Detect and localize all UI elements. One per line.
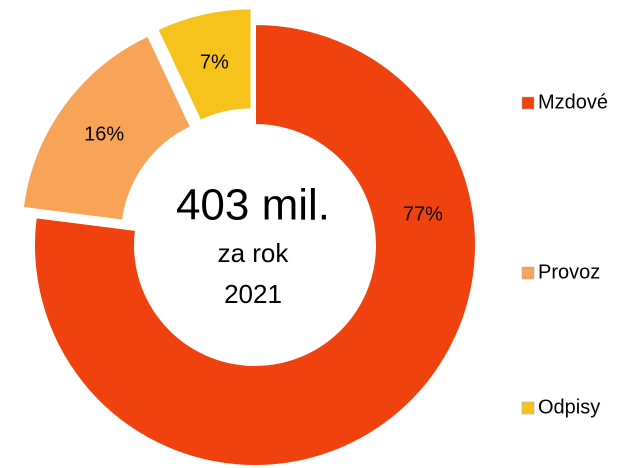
slice-label: 77% bbox=[403, 204, 443, 226]
legend-label: Provoz bbox=[538, 261, 600, 283]
legend-label: Odpisy bbox=[538, 396, 600, 418]
center-total: 403 mil. bbox=[176, 181, 330, 230]
slice-label: 7% bbox=[200, 51, 229, 73]
legend-swatch bbox=[521, 401, 535, 415]
slice-label: 16% bbox=[84, 124, 124, 146]
donut-slice bbox=[21, 34, 193, 222]
legend-swatch bbox=[521, 96, 535, 110]
legend-label: Mzdové bbox=[538, 91, 608, 113]
donut-slice bbox=[156, 7, 253, 123]
center-caption: za rok bbox=[218, 238, 290, 268]
legend-swatch bbox=[521, 266, 535, 280]
donut-slice bbox=[33, 22, 477, 467]
center-year: 2021 bbox=[224, 279, 282, 309]
